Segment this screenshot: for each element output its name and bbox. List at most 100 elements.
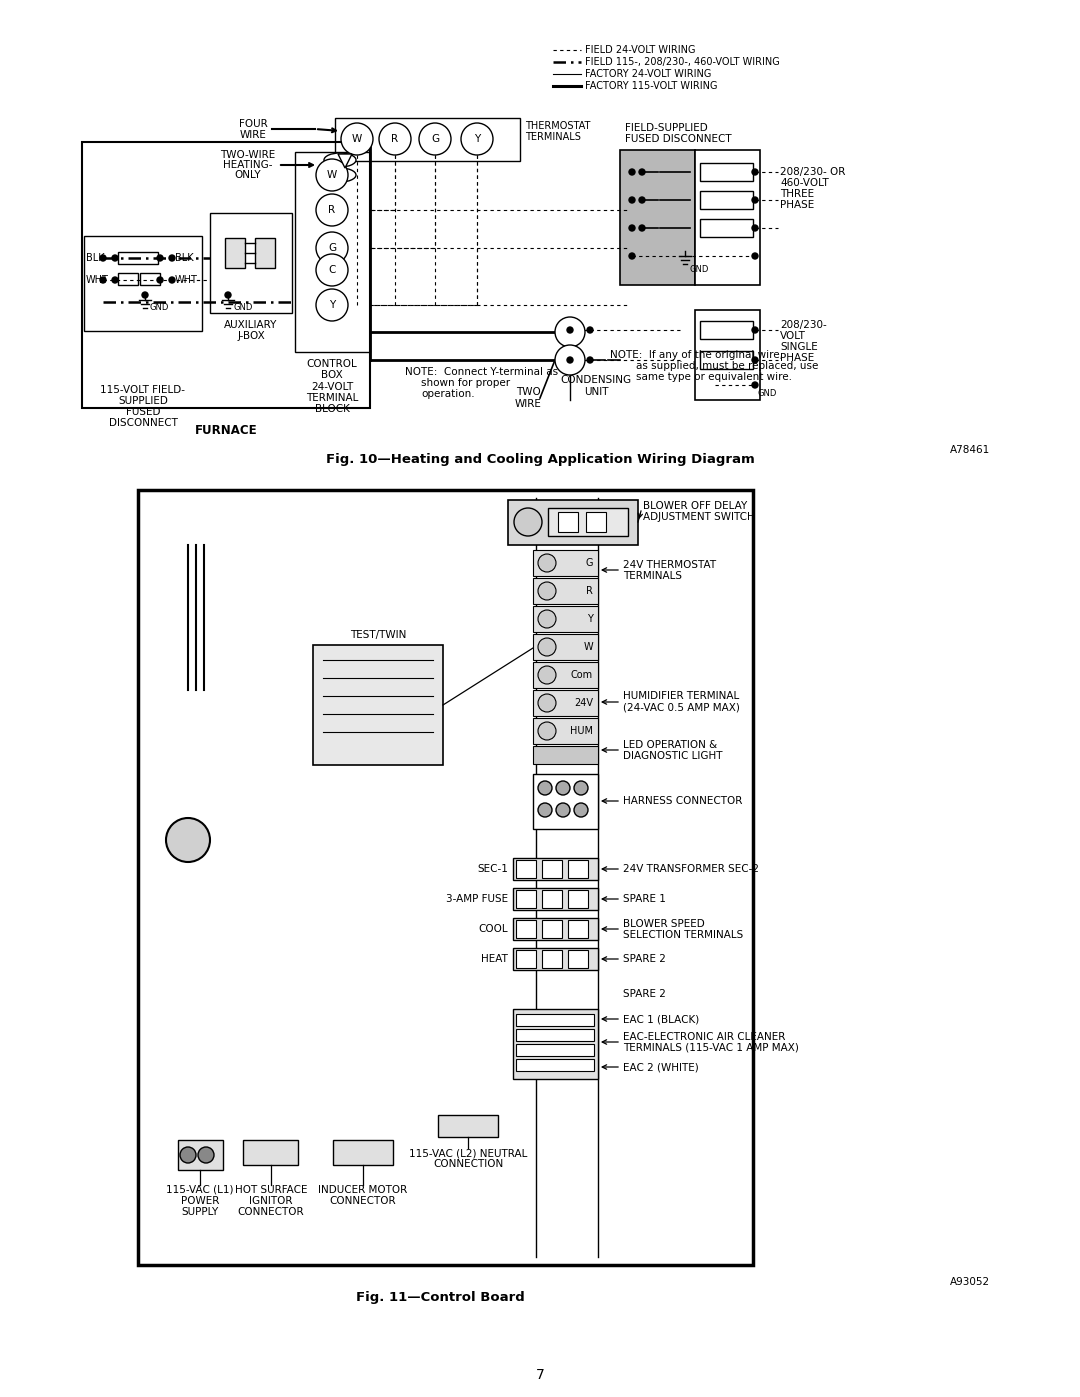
Text: LED OPERATION &: LED OPERATION &: [623, 740, 717, 750]
Text: FOUR: FOUR: [239, 119, 268, 129]
Bar: [700, 351, 753, 369]
Circle shape: [538, 666, 556, 685]
Bar: [534, 606, 598, 631]
Bar: [568, 950, 588, 968]
Circle shape: [556, 803, 570, 817]
Circle shape: [629, 253, 635, 258]
Text: BLOCK: BLOCK: [314, 404, 350, 414]
Text: 115-VAC (L1): 115-VAC (L1): [166, 1185, 233, 1194]
Text: R: R: [328, 205, 336, 215]
Circle shape: [573, 803, 588, 817]
Text: POWER: POWER: [180, 1196, 219, 1206]
Circle shape: [538, 638, 556, 657]
Circle shape: [538, 694, 556, 712]
Text: HEAT: HEAT: [481, 954, 508, 964]
Text: IGNITOR: IGNITOR: [249, 1196, 293, 1206]
Bar: [178, 1140, 222, 1171]
Circle shape: [141, 292, 148, 298]
Bar: [516, 1014, 594, 1025]
Text: CONNECTOR: CONNECTOR: [329, 1196, 396, 1206]
Text: GND: GND: [233, 303, 253, 313]
Text: COOL: COOL: [478, 923, 508, 935]
Bar: [516, 1030, 594, 1041]
Text: 3-AMP FUSE: 3-AMP FUSE: [446, 894, 508, 904]
Text: HEATING-: HEATING-: [224, 161, 273, 170]
Text: SPARE 2: SPARE 2: [623, 954, 666, 964]
Circle shape: [752, 253, 758, 258]
Bar: [696, 310, 760, 400]
Text: TERMINAL: TERMINAL: [306, 393, 359, 402]
Bar: [146, 497, 536, 1257]
Circle shape: [461, 123, 492, 155]
Text: SEC-1: SEC-1: [477, 863, 508, 875]
Text: ADJUSTMENT SWITCH: ADJUSTMENT SWITCH: [643, 511, 755, 522]
Circle shape: [538, 610, 556, 629]
Text: INDUCER MOTOR: INDUCER MOTOR: [319, 1185, 407, 1194]
Circle shape: [112, 256, 118, 261]
Circle shape: [629, 169, 635, 175]
Text: SUPPLIED: SUPPLIED: [118, 395, 167, 407]
Bar: [516, 921, 536, 937]
Bar: [118, 272, 138, 285]
Bar: [438, 1115, 498, 1137]
Ellipse shape: [324, 154, 356, 168]
Bar: [534, 718, 598, 745]
Text: 24V: 24V: [573, 698, 593, 708]
Bar: [534, 634, 598, 659]
Circle shape: [629, 225, 635, 231]
Circle shape: [567, 358, 573, 363]
Circle shape: [639, 225, 645, 231]
Text: 115-VOLT FIELD-: 115-VOLT FIELD-: [100, 386, 186, 395]
Text: G: G: [431, 134, 440, 144]
Circle shape: [752, 225, 758, 231]
Text: Y: Y: [474, 134, 481, 144]
Bar: [696, 149, 760, 285]
Circle shape: [573, 781, 588, 795]
Text: HUM: HUM: [570, 726, 593, 736]
Circle shape: [225, 292, 231, 298]
Bar: [516, 1044, 594, 1056]
Text: BLOWER OFF DELAY: BLOWER OFF DELAY: [643, 502, 747, 511]
Bar: [82, 142, 370, 408]
Bar: [516, 861, 536, 877]
Bar: [513, 918, 598, 940]
Text: EAC 2 (WHITE): EAC 2 (WHITE): [623, 1062, 699, 1071]
Bar: [333, 1140, 393, 1165]
Bar: [700, 219, 753, 237]
Bar: [568, 921, 588, 937]
Text: C: C: [328, 265, 336, 275]
Circle shape: [555, 317, 585, 346]
Circle shape: [588, 327, 593, 332]
Polygon shape: [338, 154, 352, 168]
Text: HOT SURFACE: HOT SURFACE: [234, 1185, 307, 1194]
Circle shape: [514, 509, 542, 536]
Text: W: W: [327, 170, 337, 180]
Bar: [548, 509, 627, 536]
Bar: [225, 237, 245, 268]
Text: FUSED: FUSED: [125, 407, 160, 416]
Bar: [534, 550, 598, 576]
Text: W: W: [352, 134, 362, 144]
Text: Com: Com: [571, 671, 593, 680]
Circle shape: [752, 327, 758, 332]
Bar: [516, 890, 536, 908]
Text: J-BOX: J-BOX: [238, 331, 265, 341]
Circle shape: [752, 358, 758, 363]
Circle shape: [341, 123, 373, 155]
Circle shape: [316, 254, 348, 286]
Text: PHASE: PHASE: [780, 200, 814, 210]
Circle shape: [112, 277, 118, 284]
Text: same type or equivalent wire.: same type or equivalent wire.: [636, 372, 792, 381]
Circle shape: [168, 277, 175, 284]
Text: WHT: WHT: [175, 275, 198, 285]
Bar: [542, 950, 562, 968]
Text: TWO: TWO: [515, 387, 540, 397]
Text: Fig. 10—Heating and Cooling Application Wiring Diagram: Fig. 10—Heating and Cooling Application …: [326, 454, 754, 467]
Circle shape: [752, 381, 758, 388]
Text: TERMINALS: TERMINALS: [623, 571, 681, 581]
Text: BLK: BLK: [175, 253, 193, 263]
Bar: [568, 861, 588, 877]
Bar: [513, 1009, 598, 1078]
Text: 208/230- OR: 208/230- OR: [780, 168, 846, 177]
Text: ONLY: ONLY: [234, 170, 261, 180]
